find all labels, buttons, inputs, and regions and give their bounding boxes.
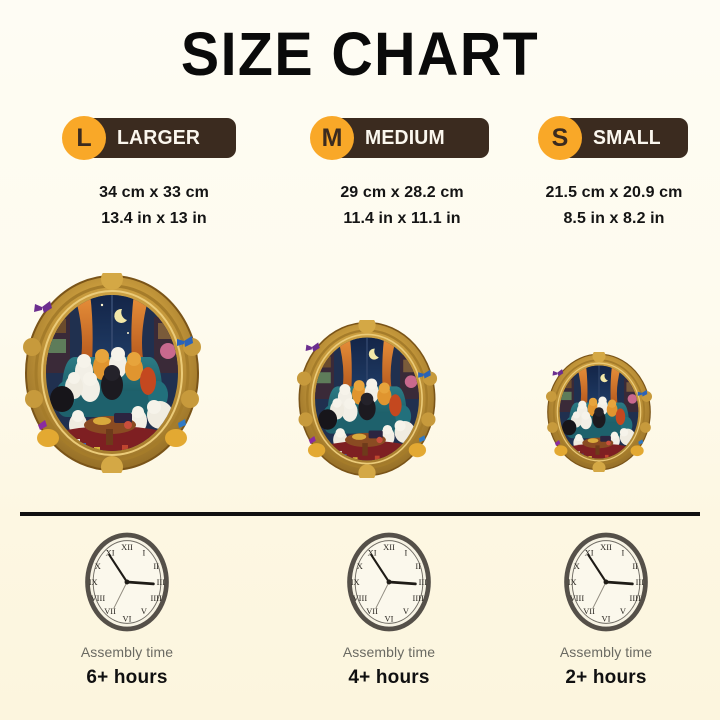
page-title: SIZE CHART — [180, 20, 540, 88]
svg-text:X: X — [357, 561, 363, 571]
svg-text:V: V — [620, 606, 627, 616]
product-image-larger — [18, 268, 206, 478]
svg-text:XI: XI — [585, 548, 594, 558]
size-badge-small[interactable]: S SMALL — [538, 116, 688, 160]
svg-text:VIII: VIII — [570, 593, 585, 603]
analog-clock-icon: XII I II III IIII V VI VII VIII IX X XI — [27, 528, 227, 636]
svg-text:X: X — [574, 561, 580, 571]
svg-text:I: I — [405, 548, 408, 558]
svg-text:X: X — [95, 561, 101, 571]
svg-text:I: I — [143, 548, 146, 558]
assembly-column-small: XII I II III IIII V VI VII VIII IX X XI Assembly… — [506, 528, 706, 689]
assembly-column-medium: XII I II III IIII V VI VII VIII IX X XI Assembly… — [289, 528, 489, 689]
svg-text:II: II — [632, 561, 638, 571]
size-badge-label: LARGER — [117, 126, 201, 149]
size-badge-larger[interactable]: L LARGER — [62, 116, 236, 160]
svg-text:XII: XII — [600, 542, 612, 552]
svg-text:V: V — [141, 606, 148, 616]
svg-text:IX: IX — [568, 577, 577, 587]
svg-text:VIII: VIII — [353, 593, 368, 603]
assembly-time-value: 2+ hours — [565, 667, 647, 688]
svg-text:II: II — [153, 561, 159, 571]
size-badge-code: M — [310, 116, 354, 160]
product-image-small — [543, 349, 655, 475]
size-dimensions-larger: 34 cm x 33 cm 13.4 in x 13 in — [34, 180, 274, 232]
section-divider — [20, 512, 700, 516]
assembly-time-label: Assembly time — [342, 644, 436, 660]
svg-text:VII: VII — [366, 606, 378, 616]
assembly-time-label: Assembly time — [80, 644, 174, 660]
svg-text:XII: XII — [383, 542, 395, 552]
assembly-time-label: Assembly time — [559, 644, 653, 660]
svg-text:V: V — [403, 606, 410, 616]
svg-text:XII: XII — [121, 542, 133, 552]
size-dimensions-medium: 29 cm x 28.2 cm 11.4 in x 11.1 in — [282, 180, 522, 232]
analog-clock-icon: XII I II III IIII V VI VII VIII IX X XI — [506, 528, 706, 636]
svg-text:III: III — [419, 577, 428, 587]
size-badge-label: MEDIUM — [365, 126, 445, 149]
dimension-cm: 34 cm x 33 cm — [99, 184, 209, 201]
dimension-cm: 29 cm x 28.2 cm — [340, 184, 464, 201]
svg-text:VI: VI — [123, 613, 132, 623]
assembly-time-value: 6+ hours — [86, 667, 168, 688]
svg-text:IX: IX — [89, 577, 98, 587]
svg-text:VI: VI — [602, 613, 611, 623]
svg-text:III: III — [636, 577, 645, 587]
assembly-column-larger: XII I II III IIII V VI VII VIII IX X XI Assembly… — [27, 528, 227, 689]
size-badge-label: SMALL — [593, 126, 661, 149]
size-column-medium: M MEDIUM 29 cm x 28.2 cm 11.4 in x 11.1 … — [282, 116, 522, 232]
svg-text:XI: XI — [368, 548, 377, 558]
size-column-larger: L LARGER 34 cm x 33 cm 13.4 in x 13 in — [34, 116, 274, 232]
size-dimensions-small: 21.5 cm x 20.9 cm 8.5 in x 8.2 in — [508, 180, 720, 232]
svg-text:VII: VII — [583, 606, 595, 616]
dimension-in: 8.5 in x 8.2 in — [563, 209, 665, 227]
svg-text:IIII: IIII — [413, 593, 424, 603]
size-badge-code: L — [62, 116, 106, 160]
svg-text:II: II — [415, 561, 421, 571]
svg-text:VIII: VIII — [91, 593, 106, 603]
size-badge-bar — [81, 118, 236, 158]
dimension-cm: 21.5 cm x 20.9 cm — [545, 184, 683, 201]
analog-clock-icon: XII I II III IIII V VI VII VIII IX X XI — [289, 528, 489, 636]
size-badge-medium[interactable]: M MEDIUM — [310, 116, 489, 160]
dimension-in: 11.4 in x 11.1 in — [343, 209, 461, 227]
svg-text:III: III — [157, 577, 166, 587]
size-badge-bar — [329, 118, 489, 158]
svg-text:IX: IX — [351, 577, 360, 587]
size-column-small: S SMALL 21.5 cm x 20.9 cm 8.5 in x 8.2 i… — [508, 116, 720, 232]
svg-text:VI: VI — [385, 613, 394, 623]
svg-text:IIII: IIII — [630, 593, 641, 603]
assembly-time-value: 4+ hours — [348, 667, 430, 688]
size-badge-code: S — [538, 116, 582, 160]
svg-text:XI: XI — [106, 548, 115, 558]
product-image-medium — [293, 316, 441, 482]
svg-text:I: I — [622, 548, 625, 558]
svg-text:IIII: IIII — [151, 593, 162, 603]
svg-text:VII: VII — [104, 606, 116, 616]
dimension-in: 13.4 in x 13 in — [101, 209, 207, 227]
